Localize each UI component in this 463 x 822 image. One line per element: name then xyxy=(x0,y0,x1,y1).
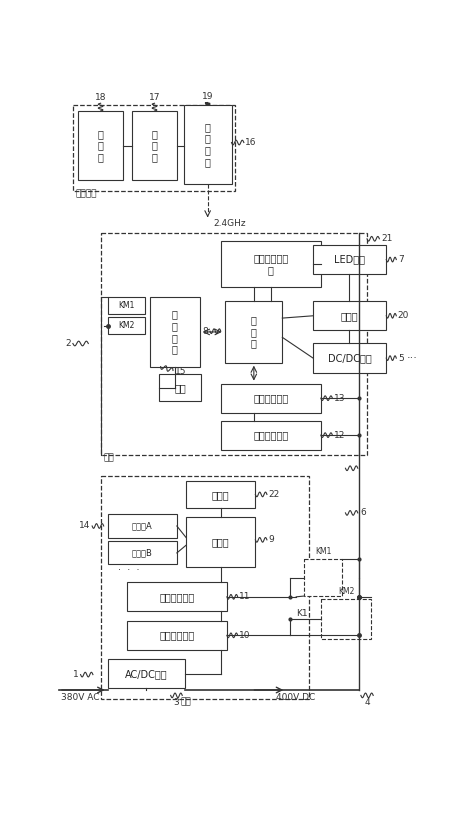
Text: 指示灯A: 指示灯A xyxy=(132,521,153,530)
Bar xyxy=(107,515,177,538)
Bar xyxy=(221,241,321,288)
Text: 单
片
机: 单 片 机 xyxy=(151,129,157,162)
Bar xyxy=(132,111,177,180)
Bar xyxy=(101,476,309,700)
Text: K1: K1 xyxy=(296,608,308,617)
Bar xyxy=(150,298,200,367)
Text: 18: 18 xyxy=(95,93,106,102)
Text: 400V DC: 400V DC xyxy=(276,693,315,702)
Text: 灯头: 灯头 xyxy=(104,453,114,462)
Bar xyxy=(225,301,282,363)
Text: 21: 21 xyxy=(381,234,392,243)
Bar xyxy=(313,245,386,275)
Text: 13: 13 xyxy=(334,394,345,403)
Bar xyxy=(159,374,201,401)
Text: 11: 11 xyxy=(239,593,250,602)
Text: DC/DC变换: DC/DC变换 xyxy=(328,353,372,363)
Text: 载波收发电路: 载波收发电路 xyxy=(159,592,194,602)
Text: KM1: KM1 xyxy=(315,547,332,556)
Bar xyxy=(107,317,144,335)
Text: 调光器: 调光器 xyxy=(341,311,358,321)
Text: 人机屏: 人机屏 xyxy=(212,490,230,500)
Text: 单片机: 单片机 xyxy=(212,537,230,547)
Bar xyxy=(313,301,386,330)
Bar xyxy=(186,482,256,508)
Text: ·  ·  ·: · · · xyxy=(118,565,139,575)
Text: 10: 10 xyxy=(239,630,250,640)
Text: 2.4GHz: 2.4GHz xyxy=(213,219,246,228)
Bar xyxy=(73,104,235,191)
Text: 380V AC: 380V AC xyxy=(61,693,99,702)
Text: ···: ··· xyxy=(407,353,418,363)
Bar xyxy=(107,298,144,314)
Text: 20: 20 xyxy=(398,312,409,321)
Bar xyxy=(186,517,256,567)
Text: KM2: KM2 xyxy=(118,321,134,330)
Text: AC/DC变换: AC/DC变换 xyxy=(125,669,167,679)
Text: 8: 8 xyxy=(203,326,208,335)
Text: 7: 7 xyxy=(398,255,404,264)
Bar xyxy=(101,233,367,455)
Text: 3: 3 xyxy=(173,698,179,707)
Bar xyxy=(304,559,343,596)
Text: 蓝
牙
模
块: 蓝 牙 模 块 xyxy=(205,122,211,167)
Text: 22: 22 xyxy=(269,490,280,499)
Text: 17: 17 xyxy=(149,93,160,102)
Text: 主机: 主机 xyxy=(181,698,192,707)
Text: KM1: KM1 xyxy=(118,302,134,310)
Bar xyxy=(127,582,227,612)
Text: 12: 12 xyxy=(334,431,345,440)
Text: 19: 19 xyxy=(202,92,213,101)
Text: 手持终端: 手持终端 xyxy=(76,190,98,198)
Bar xyxy=(313,344,386,372)
Text: 6: 6 xyxy=(361,508,367,517)
Text: LED模组: LED模组 xyxy=(334,255,365,265)
Text: 人
机
屏: 人 机 屏 xyxy=(98,129,104,162)
Bar xyxy=(221,384,321,413)
Text: 蓝
牙
模
块: 蓝 牙 模 块 xyxy=(172,310,178,354)
Bar xyxy=(107,659,185,689)
Bar xyxy=(78,111,123,180)
Text: 5: 5 xyxy=(398,353,404,363)
Text: 载波收发电路: 载波收发电路 xyxy=(253,393,288,403)
Bar xyxy=(221,421,321,450)
Text: KM2: KM2 xyxy=(338,587,355,596)
Bar xyxy=(127,621,227,650)
Text: 2: 2 xyxy=(66,339,71,348)
Bar xyxy=(184,104,232,184)
Text: 1: 1 xyxy=(73,670,79,679)
Text: 15: 15 xyxy=(175,367,186,376)
Text: 信号耦合电路: 信号耦合电路 xyxy=(159,630,194,640)
Text: 指示灯B: 指示灯B xyxy=(132,548,153,557)
Text: 9: 9 xyxy=(269,535,274,544)
Text: 电池: 电池 xyxy=(175,383,186,393)
Text: 14: 14 xyxy=(79,521,91,530)
Bar xyxy=(107,542,177,565)
Text: 16: 16 xyxy=(245,138,257,147)
Text: 信号耦合电路: 信号耦合电路 xyxy=(253,430,288,440)
Text: 单
片
机: 单 片 机 xyxy=(250,316,257,349)
Text: 光照强度传感
器: 光照强度传感 器 xyxy=(253,253,288,275)
Text: 4: 4 xyxy=(364,698,370,707)
Bar xyxy=(321,599,371,640)
